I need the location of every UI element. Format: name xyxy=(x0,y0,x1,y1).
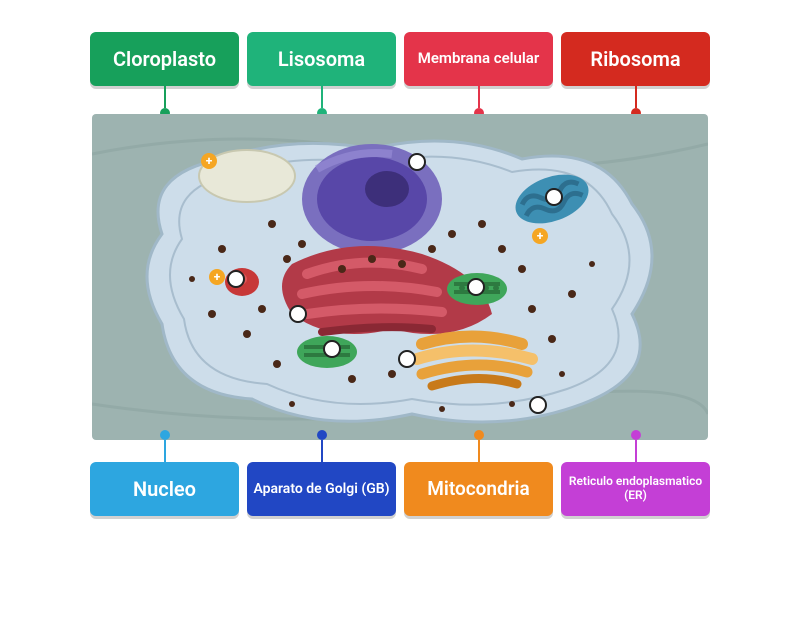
label-ribosoma[interactable]: Ribosoma xyxy=(561,32,710,86)
connector-dot xyxy=(474,430,484,440)
label-membrana[interactable]: Membrana celular xyxy=(404,32,553,86)
connector-line xyxy=(164,440,166,462)
connector-dot xyxy=(317,430,327,440)
connector-dot xyxy=(160,430,170,440)
drop-point[interactable] xyxy=(289,305,307,323)
bottom-label-row: Nucleo Aparato de Golgi (GB) Mitocondria… xyxy=(0,462,800,516)
connector-line xyxy=(164,86,166,108)
drop-point[interactable] xyxy=(529,396,547,414)
label-reticulo[interactable]: Reticulo endoplasmatico (ER) xyxy=(561,462,710,516)
label-text: Nucleo xyxy=(133,478,196,501)
label-lisosoma[interactable]: Lisosoma xyxy=(247,32,396,86)
nucleolus xyxy=(365,171,409,207)
connector-line xyxy=(478,86,480,108)
drop-point[interactable] xyxy=(323,340,341,358)
label-nucleo[interactable]: Nucleo xyxy=(90,462,239,516)
connector-dot xyxy=(631,430,641,440)
label-text: Mitocondria xyxy=(427,478,529,500)
plus-icon[interactable]: + xyxy=(201,153,217,169)
label-golgi[interactable]: Aparato de Golgi (GB) xyxy=(247,462,396,516)
connector-line xyxy=(635,440,637,462)
connector-line xyxy=(478,440,480,462)
plus-icon[interactable]: + xyxy=(532,228,548,244)
drop-point[interactable] xyxy=(545,188,563,206)
connector-line xyxy=(321,86,323,108)
cell-diagram: + + + xyxy=(92,114,708,440)
label-text: Lisosoma xyxy=(278,48,365,71)
label-text: Cloroplasto xyxy=(113,48,216,71)
label-text: Reticulo endoplasmatico (ER) xyxy=(567,475,704,503)
label-text: Membrana celular xyxy=(418,50,540,67)
label-mitocondria[interactable]: Mitocondria xyxy=(404,462,553,516)
cell-svg xyxy=(92,114,708,440)
connector-line xyxy=(321,440,323,462)
label-text: Ribosoma xyxy=(590,48,680,71)
label-text: Aparato de Golgi (GB) xyxy=(253,481,389,497)
drop-point[interactable] xyxy=(408,153,426,171)
label-cloroplasto[interactable]: Cloroplasto xyxy=(90,32,239,86)
drop-point[interactable] xyxy=(398,350,416,368)
drop-point[interactable] xyxy=(227,270,245,288)
top-label-row: Cloroplasto Lisosoma Membrana celular Ri… xyxy=(0,32,800,86)
drop-point[interactable] xyxy=(467,278,485,296)
plus-icon[interactable]: + xyxy=(209,269,225,285)
connector-line xyxy=(635,86,637,108)
